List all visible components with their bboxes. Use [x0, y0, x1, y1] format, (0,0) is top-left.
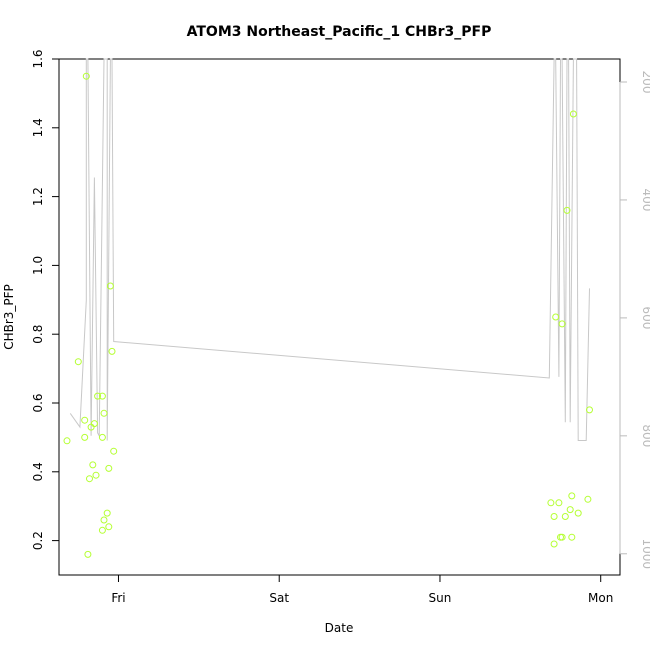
- data-point: [82, 72, 90, 80]
- data-point: [555, 499, 563, 507]
- data-point: [550, 513, 558, 520]
- data-point: [81, 416, 89, 424]
- data-point: [110, 447, 118, 455]
- y-tick-label: 1.4: [31, 118, 45, 137]
- y2-tick-label: 400: [640, 188, 650, 211]
- x-tick-label: Sat: [269, 591, 289, 605]
- data-point: [84, 550, 92, 558]
- data-point: [86, 475, 93, 483]
- data-point: [550, 540, 558, 548]
- y-tick-label: 1.2: [31, 187, 45, 206]
- data-point: [547, 499, 555, 507]
- y-axis: 0.2 0.4 0.6 0.8 1.0 1.2 1.4 1.6: [31, 49, 60, 550]
- data-point: [574, 509, 582, 517]
- y2-tick-label: 200: [640, 71, 650, 94]
- y-tick-label: 0.8: [31, 325, 45, 344]
- plot-frame: [58, 58, 621, 576]
- series-line-layer: [69, 58, 590, 441]
- data-point: [563, 206, 571, 214]
- y2-axis: 200 400 600 800 1000: [619, 71, 650, 569]
- data-point: [98, 433, 106, 441]
- data-point: [81, 433, 89, 441]
- data-point: [98, 526, 106, 534]
- data-point: [558, 533, 566, 541]
- data-point: [569, 110, 577, 118]
- data-point: [74, 358, 82, 366]
- data-point: [90, 420, 98, 428]
- data-point: [106, 282, 114, 290]
- y-tick-label: 0.2: [31, 531, 45, 550]
- data-point: [98, 392, 106, 400]
- data-point: [105, 523, 113, 531]
- data-point: [561, 513, 569, 520]
- data-point: [105, 464, 113, 472]
- x-axis: Fri Sat Sun Mon: [111, 574, 613, 605]
- data-point: [568, 492, 576, 500]
- data-point: [558, 320, 566, 328]
- data-point: [100, 409, 108, 417]
- x-axis-title: Date: [325, 621, 354, 635]
- x-tick-label: Fri: [111, 591, 125, 605]
- y2-tick-label: 1000: [640, 538, 650, 569]
- series-points-layer: [63, 72, 593, 558]
- chart-title: ATOM3 Northeast_Pacific_1 CHBr3_PFP: [187, 24, 492, 40]
- series-line: [69, 58, 590, 441]
- x-tick-label: Sun: [429, 591, 452, 605]
- data-point: [63, 437, 71, 445]
- data-point: [94, 392, 102, 400]
- data-point: [92, 471, 100, 479]
- data-point: [108, 347, 116, 355]
- y2-tick-label: 800: [640, 424, 650, 447]
- data-point: [566, 506, 574, 514]
- y-tick-label: 1.0: [31, 256, 45, 275]
- data-point: [103, 509, 111, 517]
- x-tick-label: Mon: [588, 591, 613, 605]
- y-tick-label: 1.6: [31, 49, 45, 68]
- y2-tick-label: 600: [640, 306, 650, 329]
- data-point: [586, 406, 593, 414]
- data-point: [568, 533, 576, 541]
- data-point: [100, 516, 108, 524]
- y-axis-title: CHBr3_PFP: [2, 284, 16, 350]
- data-point: [552, 313, 560, 321]
- data-point: [584, 495, 592, 503]
- y-tick-label: 0.6: [31, 393, 45, 412]
- data-point: [89, 461, 97, 469]
- y-tick-label: 0.4: [31, 462, 45, 481]
